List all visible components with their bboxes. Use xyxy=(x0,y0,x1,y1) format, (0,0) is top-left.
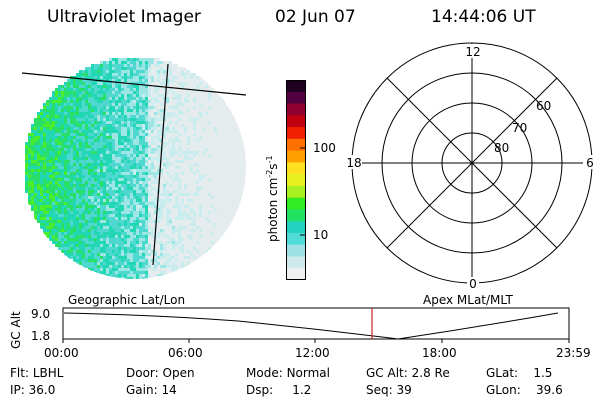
timeline-left-label: Geographic Lat/Lon xyxy=(68,293,186,307)
info-gain: Gain: 14 xyxy=(126,383,177,397)
info-mode: Mode: Normal xyxy=(246,366,330,380)
timeline-xtick-0600: 06:00 xyxy=(168,346,203,360)
mlt-label-0: 0 xyxy=(469,277,477,290)
lat-label-60: 60 xyxy=(536,99,551,113)
magnetic-polar-grid: 12 18 6 0 60 70 80 xyxy=(342,42,596,290)
info-door: Door: Open xyxy=(126,366,195,380)
altitude-timeline-plot xyxy=(62,307,570,343)
info-glat: GLat: 1.5 xyxy=(486,366,553,380)
info-dsp: Dsp: 1.2 xyxy=(246,383,312,397)
timeline-xtick-1800: 18:00 xyxy=(422,346,457,360)
polar-diagonal-2 xyxy=(386,77,558,249)
lat-label-70: 70 xyxy=(512,121,527,135)
timeline-right-label: Apex MLat/MLT xyxy=(423,293,513,307)
timeline-ytick-max: 9.0 xyxy=(31,307,51,321)
observation-time: 14:44:06 UT xyxy=(431,7,536,27)
timeline-frame xyxy=(62,307,570,340)
colorbar-ticks xyxy=(300,147,306,236)
info-filter: Flt: LBHL xyxy=(10,366,64,380)
geographic-longitude-line xyxy=(152,63,169,266)
info-seq: Seq: 39 xyxy=(366,383,412,397)
mlt-label-18: 18 xyxy=(346,156,361,170)
geographic-latitude-line xyxy=(21,72,247,96)
timeline-axis-title: GC Alt xyxy=(9,311,23,349)
observation-date: 02 Jun 07 xyxy=(275,7,356,27)
mlt-label-12: 12 xyxy=(465,45,480,59)
info-glon: GLon: 39.6 xyxy=(486,383,563,397)
intensity-colorbar xyxy=(286,80,306,281)
timeline-ytick-min: 1.8 xyxy=(31,329,51,343)
lat-label-80: 80 xyxy=(494,141,509,155)
info-gc-alt: GC Alt: 2.8 Re xyxy=(366,366,450,380)
mlt-label-6: 6 xyxy=(586,156,594,170)
colorbar-tick-100: 100 xyxy=(313,141,336,155)
colorbar-unit-label: photon cm-2s-1 xyxy=(265,155,280,242)
instrument-title: Ultraviolet Imager xyxy=(47,7,201,27)
timeline-xtick-1200: 12:00 xyxy=(295,346,330,360)
altitude-curve xyxy=(63,312,559,340)
colorbar-tick-10: 10 xyxy=(313,228,329,242)
timeline-xtick-2359: 23:59 xyxy=(556,346,591,360)
info-ip: IP: 36.0 xyxy=(10,383,56,397)
colorbar-gradient xyxy=(286,80,306,281)
timeline-xtick-0000: 00:00 xyxy=(44,346,79,360)
auroral-image xyxy=(21,58,247,279)
